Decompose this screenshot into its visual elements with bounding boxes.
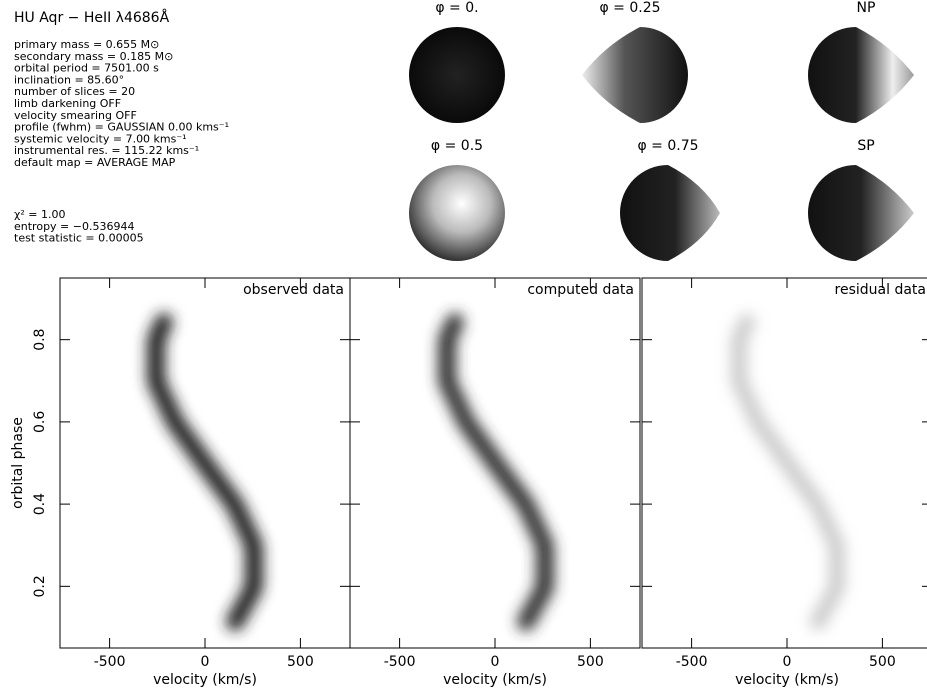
x-tick-label: 0 bbox=[783, 654, 792, 670]
y-tick-label: 0.2 bbox=[32, 575, 48, 597]
s-wave bbox=[147, 313, 263, 631]
panel-title: residual data bbox=[835, 282, 926, 298]
parameter: velocity smearing OFF bbox=[14, 109, 137, 122]
y-axis-label: orbital phase bbox=[10, 417, 26, 509]
x-tick-label: 0 bbox=[201, 654, 210, 670]
maps bbox=[409, 27, 914, 261]
statistic: χ² = 1.00 bbox=[14, 208, 65, 221]
parameter: systemic velocity = 7.00 kms⁻¹ bbox=[14, 132, 187, 145]
x-axis-label: velocity (km/s) bbox=[443, 672, 547, 688]
parameter: orbital period = 7501.00 s bbox=[14, 62, 159, 75]
trail-image bbox=[147, 313, 263, 631]
x-tick-label: 0 bbox=[491, 654, 500, 670]
x-tick-label: 500 bbox=[869, 654, 896, 670]
x-tick-label: 500 bbox=[287, 654, 314, 670]
y-tick-label: 0.8 bbox=[32, 329, 48, 351]
panel-title: computed data bbox=[527, 282, 634, 298]
map-label: SP bbox=[857, 138, 874, 154]
statistic: test statistic = 0.00005 bbox=[14, 232, 144, 245]
map-image bbox=[808, 27, 914, 123]
map-image bbox=[409, 165, 505, 261]
x-tick-label: -500 bbox=[676, 654, 708, 670]
map-image bbox=[409, 27, 505, 123]
panel-title: observed data bbox=[243, 282, 344, 298]
map-label: φ = 0.25 bbox=[599, 0, 660, 16]
map-label: φ = 0. bbox=[435, 0, 478, 16]
map-label: φ = 0.5 bbox=[431, 138, 483, 154]
x-axis-label: velocity (km/s) bbox=[153, 672, 257, 688]
parameter: primary mass = 0.655 M⊙ bbox=[14, 38, 159, 51]
map-image bbox=[620, 165, 720, 261]
parameter: secondary mass = 0.185 M⊙ bbox=[14, 50, 173, 63]
parameter: limb darkening OFF bbox=[14, 97, 121, 110]
x-tick-label: -500 bbox=[94, 654, 126, 670]
parameter: profile (fwhm) = GAUSSIAN 0.00 kms⁻¹ bbox=[14, 121, 229, 134]
s-wave bbox=[438, 313, 554, 631]
x-axis-label: velocity (km/s) bbox=[735, 672, 839, 688]
map-label: NP bbox=[857, 0, 876, 16]
statistic: entropy = −0.536944 bbox=[14, 220, 134, 233]
parameter: number of slices = 20 bbox=[14, 85, 135, 98]
parameter: instrumental res. = 115.22 kms⁻¹ bbox=[14, 144, 199, 157]
x-tick-label: 500 bbox=[577, 654, 604, 670]
s-wave bbox=[731, 314, 845, 630]
x-tick-label: -500 bbox=[384, 654, 416, 670]
trail-image bbox=[438, 313, 554, 631]
y-tick-label: 0.4 bbox=[32, 493, 48, 515]
trail-image bbox=[731, 314, 845, 630]
map-image bbox=[808, 165, 914, 261]
map-image bbox=[582, 27, 688, 123]
y-tick-label: 0.6 bbox=[32, 411, 48, 433]
parameter: default map = AVERAGE MAP bbox=[14, 156, 176, 169]
map-label: φ = 0.75 bbox=[637, 138, 698, 154]
parameter: inclination = 85.60° bbox=[14, 73, 124, 86]
title: HU Aqr − HeII λ4686Å bbox=[14, 9, 170, 26]
